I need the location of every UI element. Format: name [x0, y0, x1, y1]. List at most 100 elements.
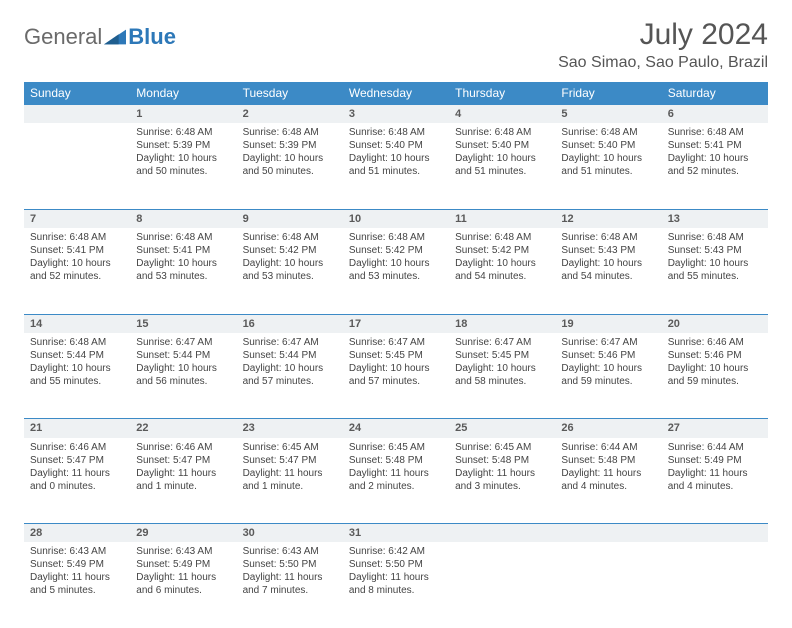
sunrise-line: Sunrise: 6:42 AM [349, 545, 443, 558]
sunrise-line: Sunrise: 6:43 AM [243, 545, 337, 558]
day-info-cell: Sunrise: 6:43 AMSunset: 5:49 PMDaylight:… [24, 542, 130, 628]
day-info-cell: Sunrise: 6:48 AMSunset: 5:41 PMDaylight:… [130, 228, 236, 314]
sunrise-line: Sunrise: 6:46 AM [30, 441, 124, 454]
calendar-header: SundayMondayTuesdayWednesdayThursdayFrid… [24, 82, 768, 105]
day-info-cell [449, 542, 555, 628]
day-info-cell: Sunrise: 6:48 AMSunset: 5:40 PMDaylight:… [555, 123, 661, 209]
daylight-line: Daylight: 11 hours and 3 minutes. [455, 467, 549, 493]
daylight-line: Daylight: 10 hours and 50 minutes. [136, 152, 230, 178]
daylight-line: Daylight: 11 hours and 0 minutes. [30, 467, 124, 493]
sunset-line: Sunset: 5:49 PM [668, 454, 762, 467]
day-number-cell: 15 [130, 314, 236, 333]
day-number-cell: 25 [449, 419, 555, 438]
daylight-line: Daylight: 10 hours and 55 minutes. [30, 362, 124, 388]
day-info-cell: Sunrise: 6:45 AMSunset: 5:47 PMDaylight:… [237, 438, 343, 524]
day-info-cell: Sunrise: 6:47 AMSunset: 5:45 PMDaylight:… [343, 333, 449, 419]
sunrise-line: Sunrise: 6:46 AM [136, 441, 230, 454]
month-title: July 2024 [558, 18, 768, 52]
day-number-cell: 22 [130, 419, 236, 438]
daylight-line: Daylight: 11 hours and 2 minutes. [349, 467, 443, 493]
day-info-cell: Sunrise: 6:48 AMSunset: 5:41 PMDaylight:… [662, 123, 768, 209]
daylight-line: Daylight: 11 hours and 6 minutes. [136, 571, 230, 597]
day-info-cell: Sunrise: 6:43 AMSunset: 5:50 PMDaylight:… [237, 542, 343, 628]
daylight-line: Daylight: 10 hours and 58 minutes. [455, 362, 549, 388]
daylight-line: Daylight: 10 hours and 54 minutes. [561, 257, 655, 283]
daylight-line: Daylight: 10 hours and 59 minutes. [668, 362, 762, 388]
weekday-header: Friday [555, 82, 661, 105]
daylight-line: Daylight: 10 hours and 53 minutes. [243, 257, 337, 283]
sunrise-line: Sunrise: 6:48 AM [136, 231, 230, 244]
sunset-line: Sunset: 5:49 PM [136, 558, 230, 571]
daylight-line: Daylight: 10 hours and 54 minutes. [455, 257, 549, 283]
day-number-cell: 14 [24, 314, 130, 333]
day-number-cell [662, 524, 768, 543]
day-number-cell: 7 [24, 209, 130, 228]
daylight-line: Daylight: 10 hours and 51 minutes. [349, 152, 443, 178]
day-info-cell: Sunrise: 6:44 AMSunset: 5:48 PMDaylight:… [555, 438, 661, 524]
logo-triangle-icon [104, 29, 126, 45]
day-info-cell: Sunrise: 6:48 AMSunset: 5:42 PMDaylight:… [343, 228, 449, 314]
daylight-line: Daylight: 10 hours and 56 minutes. [136, 362, 230, 388]
sunrise-line: Sunrise: 6:47 AM [455, 336, 549, 349]
day-number-cell: 10 [343, 209, 449, 228]
sunrise-line: Sunrise: 6:43 AM [136, 545, 230, 558]
day-number-cell: 26 [555, 419, 661, 438]
daylight-line: Daylight: 10 hours and 52 minutes. [668, 152, 762, 178]
sunset-line: Sunset: 5:40 PM [349, 139, 443, 152]
sunrise-line: Sunrise: 6:48 AM [349, 126, 443, 139]
day-number-cell: 18 [449, 314, 555, 333]
day-info-cell [24, 123, 130, 209]
day-info-cell: Sunrise: 6:47 AMSunset: 5:44 PMDaylight:… [237, 333, 343, 419]
day-number-cell: 11 [449, 209, 555, 228]
day-info-cell: Sunrise: 6:48 AMSunset: 5:43 PMDaylight:… [662, 228, 768, 314]
sunrise-line: Sunrise: 6:48 AM [561, 126, 655, 139]
daylight-line: Daylight: 10 hours and 51 minutes. [455, 152, 549, 178]
day-number-cell: 28 [24, 524, 130, 543]
sunrise-line: Sunrise: 6:47 AM [243, 336, 337, 349]
day-info-cell: Sunrise: 6:48 AMSunset: 5:44 PMDaylight:… [24, 333, 130, 419]
sunset-line: Sunset: 5:47 PM [243, 454, 337, 467]
day-number-cell: 13 [662, 209, 768, 228]
day-number-cell: 3 [343, 105, 449, 124]
sunset-line: Sunset: 5:48 PM [349, 454, 443, 467]
sunrise-line: Sunrise: 6:48 AM [136, 126, 230, 139]
sunset-line: Sunset: 5:46 PM [668, 349, 762, 362]
day-number-cell [24, 105, 130, 124]
calendar-body: 123456Sunrise: 6:48 AMSunset: 5:39 PMDay… [24, 105, 768, 628]
sunrise-line: Sunrise: 6:48 AM [668, 126, 762, 139]
sunset-line: Sunset: 5:39 PM [136, 139, 230, 152]
sunset-line: Sunset: 5:45 PM [349, 349, 443, 362]
day-info-cell: Sunrise: 6:45 AMSunset: 5:48 PMDaylight:… [449, 438, 555, 524]
day-number-cell: 29 [130, 524, 236, 543]
day-info-cell: Sunrise: 6:46 AMSunset: 5:47 PMDaylight:… [130, 438, 236, 524]
day-info-cell: Sunrise: 6:48 AMSunset: 5:39 PMDaylight:… [237, 123, 343, 209]
sunrise-line: Sunrise: 6:48 AM [349, 231, 443, 244]
day-number-cell: 20 [662, 314, 768, 333]
daylight-line: Daylight: 11 hours and 8 minutes. [349, 571, 443, 597]
daylight-line: Daylight: 11 hours and 4 minutes. [668, 467, 762, 493]
sunset-line: Sunset: 5:49 PM [30, 558, 124, 571]
sunrise-line: Sunrise: 6:48 AM [243, 126, 337, 139]
day-info-cell: Sunrise: 6:48 AMSunset: 5:42 PMDaylight:… [449, 228, 555, 314]
sunrise-line: Sunrise: 6:48 AM [30, 336, 124, 349]
daylight-line: Daylight: 10 hours and 53 minutes. [136, 257, 230, 283]
sunrise-line: Sunrise: 6:47 AM [561, 336, 655, 349]
day-number-cell: 6 [662, 105, 768, 124]
daylight-line: Daylight: 10 hours and 53 minutes. [349, 257, 443, 283]
day-info-cell [662, 542, 768, 628]
sunset-line: Sunset: 5:42 PM [243, 244, 337, 257]
daylight-line: Daylight: 11 hours and 5 minutes. [30, 571, 124, 597]
daylight-line: Daylight: 10 hours and 55 minutes. [668, 257, 762, 283]
day-number-cell: 27 [662, 419, 768, 438]
sunset-line: Sunset: 5:42 PM [455, 244, 549, 257]
sunset-line: Sunset: 5:41 PM [136, 244, 230, 257]
daylight-line: Daylight: 11 hours and 1 minute. [136, 467, 230, 493]
day-info-cell [555, 542, 661, 628]
day-number-cell: 1 [130, 105, 236, 124]
sunrise-line: Sunrise: 6:45 AM [243, 441, 337, 454]
sunset-line: Sunset: 5:40 PM [561, 139, 655, 152]
sunset-line: Sunset: 5:40 PM [455, 139, 549, 152]
day-number-cell: 9 [237, 209, 343, 228]
sunrise-line: Sunrise: 6:47 AM [136, 336, 230, 349]
daylight-line: Daylight: 10 hours and 50 minutes. [243, 152, 337, 178]
